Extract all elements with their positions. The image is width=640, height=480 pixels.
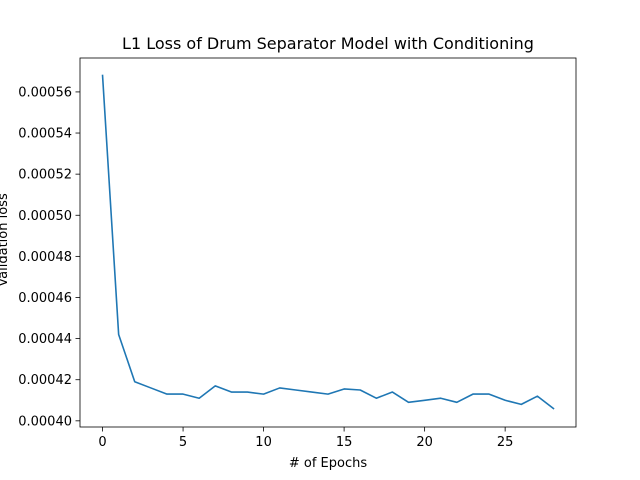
- x-tick-label: 5: [179, 435, 187, 450]
- y-tick-label: 0.00050: [18, 209, 72, 224]
- x-tick-label: 20: [416, 435, 433, 450]
- x-tick-label: 25: [497, 435, 514, 450]
- x-tick-label: 15: [336, 435, 353, 450]
- y-tick-label: 0.00054: [18, 127, 72, 142]
- chart-title: L1 Loss of Drum Separator Model with Con…: [122, 34, 534, 53]
- x-axis-label: # of Epochs: [289, 456, 367, 471]
- y-tick-label: 0.00044: [18, 332, 72, 347]
- x-tick-label: 0: [98, 435, 106, 450]
- axes-frame: [79, 57, 577, 428]
- x-tick-label: 10: [255, 435, 272, 450]
- y-tick-label: 0.00042: [18, 373, 72, 388]
- y-tick-label: 0.00056: [18, 85, 72, 100]
- y-axis-label: Validation loss: [0, 193, 11, 287]
- y-tick-label: 0.00046: [18, 291, 72, 306]
- y-tick-label: 0.00052: [18, 168, 72, 183]
- series-line: [101, 74, 555, 410]
- plot-area: 0 5 10 15 20 25 0.00040 0.00042 0.00044 0.00046 0.…: [18, 57, 577, 450]
- y-tick-label: 0.00048: [18, 250, 72, 265]
- y-tick-label: 0.00040: [18, 414, 72, 429]
